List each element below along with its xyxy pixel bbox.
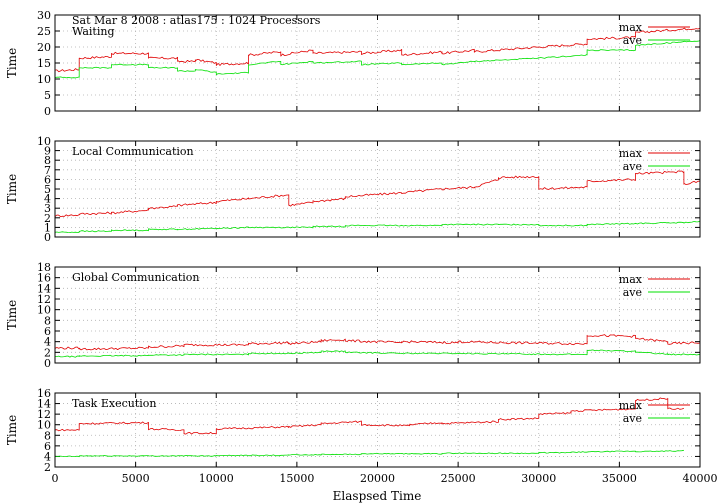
x-tick-label: 30000 [521,472,556,485]
y-tick-label: 8 [44,314,51,327]
y-tick-label: 15 [37,57,51,70]
y-tick-label: 6 [44,325,51,338]
y-axis-label: Time [5,300,19,330]
y-tick-label: 10 [37,73,51,86]
panel-title: Task Execution [72,397,156,410]
y-tick-label: 4 [44,450,51,463]
x-tick-label: 10000 [199,472,234,485]
y-tick-label: 6 [44,173,51,186]
x-tick-label: 15000 [279,472,314,485]
y-tick-label: 12 [37,408,51,421]
y-tick-label: 5 [44,183,51,196]
x-axis-label: Elaspsed Time [333,489,422,503]
plot-frame [54,392,701,468]
panel-title: Global Communication [72,271,200,284]
y-tick-label: 2 [44,461,51,474]
panel-title: Waiting [72,25,115,38]
series-line-ave [54,449,684,458]
legend-label-max: max [619,399,643,412]
legend-label-max: max [619,21,643,34]
series-line-max [54,170,701,218]
y-tick-label: 7 [44,164,51,177]
y-tick-label: 14 [37,398,51,411]
x-tick-label: 35000 [602,472,637,485]
x-tick-label: 40000 [683,472,718,485]
y-tick-label: 30 [37,9,51,22]
y-tick-label: 0 [44,357,51,370]
y-tick-label: 3 [44,202,51,215]
legend-label-ave: ave [623,412,642,425]
y-tick-label: 14 [37,282,51,295]
y-tick-label: 16 [37,272,51,285]
plot-frame [54,266,701,364]
plot-frame [54,140,701,238]
legend-label-max: max [619,273,643,286]
series-line-ave [54,349,701,358]
y-tick-label: 20 [37,41,51,54]
chart-header: Sat Mar 8 2008 : atlas175 : 1024 Process… [72,14,321,27]
x-tick-label: 5000 [122,472,150,485]
y-tick-label: 5 [44,89,51,102]
y-tick-label: 9 [44,145,51,158]
legend-label-ave: ave [623,160,642,173]
plot-frame [54,14,701,112]
series-line-max [54,27,701,73]
y-tick-label: 8 [44,154,51,167]
series-line-ave [54,220,701,234]
y-tick-label: 6 [44,440,51,453]
y-tick-label: 10 [37,135,51,148]
x-tick-label: 0 [52,472,59,485]
y-tick-label: 1 [44,221,51,234]
y-tick-label: 8 [44,429,51,442]
y-tick-label: 2 [44,346,51,359]
y-tick-label: 25 [37,25,51,38]
panel-title: Local Communication [72,145,194,158]
y-tick-label: 4 [44,336,51,349]
series-line-max [54,397,685,435]
y-tick-label: 0 [44,231,51,244]
series-line-ave [54,40,701,79]
y-axis-label: Time [5,48,19,78]
panel-1: 0 5 10 15 20 25 30 Time Sat Mar 8 2008 : atlas17… [5,9,701,118]
legend-label-ave: ave [623,286,642,299]
x-tick-label: 20000 [360,472,395,485]
y-axis-label: Time [5,174,19,204]
y-tick-label: 2 [44,212,51,225]
legend-label-max: max [619,147,643,160]
y-tick-label: 12 [37,293,51,306]
y-tick-label: 10 [37,304,51,317]
y-tick-label: 10 [37,419,51,432]
legend-label-ave: ave [623,34,642,47]
y-tick-label: 0 [44,105,51,118]
series-line-max [54,334,701,351]
y-tick-label: 16 [37,387,51,400]
y-tick-label: 18 [37,261,51,274]
y-axis-label: Time [5,415,19,445]
y-tick-label: 4 [44,193,51,206]
x-tick-label: 25000 [441,472,476,485]
